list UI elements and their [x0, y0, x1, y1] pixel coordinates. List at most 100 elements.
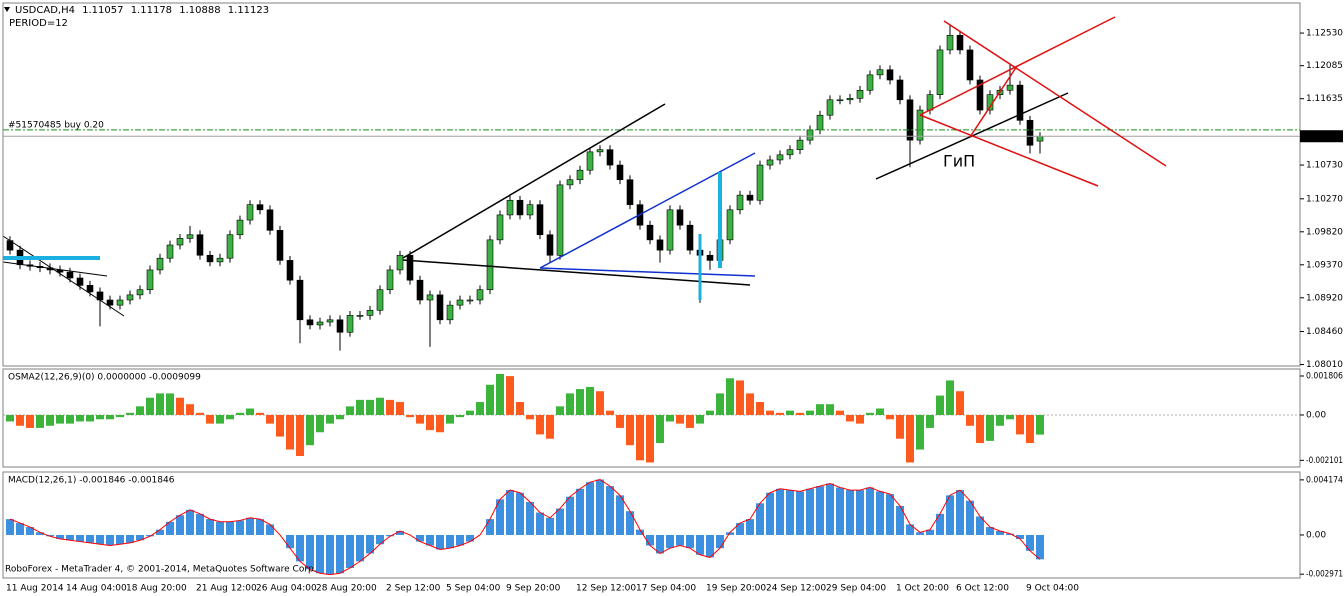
- osma-bar: [76, 414, 84, 422]
- candle-body: [846, 98, 854, 101]
- candle-body: [926, 94, 934, 111]
- candle-body: [766, 159, 774, 166]
- panel: [3, 373, 1300, 463]
- candle-body: [676, 209, 684, 226]
- trendline: [2, 235, 125, 317]
- osma-bar: [56, 414, 64, 424]
- osma-bar: [126, 412, 134, 415]
- candle-body: [556, 184, 564, 256]
- macd-bar: [966, 500, 974, 535]
- osma-bar: [666, 414, 674, 422]
- macd-bar: [676, 534, 684, 546]
- trendline: [402, 103, 666, 259]
- macd-bar: [496, 499, 504, 535]
- macd-bar: [386, 534, 394, 537]
- osma-bar: [156, 393, 164, 415]
- osma-bar: [146, 397, 154, 415]
- footer: RoboForex - MetaTrader 4, © 2001-2014, M…: [5, 565, 317, 575]
- macd-bar: [36, 532, 44, 535]
- osma-bar: [936, 395, 944, 415]
- candle-body: [376, 289, 384, 311]
- menu-arrow[interactable]: [4, 7, 10, 12]
- macd-bar: [196, 513, 204, 535]
- osma-bar: [186, 404, 194, 415]
- candle-body: [486, 239, 494, 291]
- macd-bar: [46, 534, 54, 537]
- osma-bar: [1036, 414, 1044, 435]
- y-tick-label: -0.002101: [1306, 456, 1343, 466]
- macd-bar: [836, 487, 844, 535]
- osma-bar: [436, 414, 444, 433]
- candle-body: [66, 271, 74, 279]
- osma-bar: [836, 410, 844, 415]
- trendline: [539, 267, 756, 277]
- macd-bar: [6, 519, 14, 535]
- candle-body: [806, 129, 814, 141]
- osma-bar: [16, 414, 24, 426]
- osma-bar: [866, 412, 874, 415]
- osma-bar: [466, 410, 474, 415]
- macd-bar: [986, 527, 994, 535]
- candle-body: [626, 179, 634, 205]
- candle-body: [426, 294, 434, 301]
- macd-bar: [916, 532, 924, 535]
- candle-body: [196, 234, 204, 256]
- macd-bar: [936, 513, 944, 535]
- macd-bar: [346, 534, 354, 568]
- candle-body: [266, 209, 274, 231]
- macd-bar: [556, 508, 564, 535]
- macd-bar: [776, 488, 784, 535]
- osma-bar: [516, 402, 524, 415]
- candle-body: [276, 230, 284, 261]
- candle-body: [646, 224, 654, 241]
- x-tick-label: 2 Sep 12:00: [386, 584, 441, 594]
- osma-bar: [236, 412, 244, 415]
- candle-body: [416, 279, 424, 301]
- x-tick-label: 6 Oct 12:00: [956, 584, 1009, 594]
- osma-bar: [846, 414, 854, 422]
- candle-body: [76, 277, 84, 286]
- y-tick-label: 0.004174: [1306, 475, 1343, 485]
- candle-body: [206, 254, 214, 263]
- candle-body: [256, 204, 264, 211]
- candle-body: [396, 254, 404, 271]
- candle-body: [886, 69, 894, 81]
- y-tick-label: -0.002971: [1306, 570, 1343, 580]
- osma-bar: [296, 414, 304, 456]
- osma-bar: [596, 391, 604, 415]
- candle-body: [166, 244, 174, 259]
- macd-bar: [486, 519, 494, 535]
- osma-bar: [526, 414, 534, 420]
- candle-body: [866, 74, 874, 91]
- osma-bar: [956, 391, 964, 415]
- chart-header: USDCAD,H4 1.11057 1.11178 1.10888 1.1112…: [15, 5, 269, 16]
- macd-bar: [886, 494, 894, 535]
- macd-bar: [136, 534, 144, 541]
- osma-bar: [886, 414, 894, 420]
- macd-bar: [906, 524, 914, 535]
- trendline: [919, 16, 1116, 116]
- macd-bar: [96, 534, 104, 545]
- osma-bar: [826, 404, 834, 415]
- candle-body: [896, 79, 904, 101]
- osma-bar: [746, 393, 754, 415]
- osma-bar: [786, 410, 794, 415]
- candle-body: [476, 289, 484, 301]
- candle-body: [666, 209, 674, 251]
- x-tick-label: 28 Aug 20:00: [316, 584, 377, 594]
- candle-body: [346, 315, 354, 333]
- macd-bar: [946, 495, 954, 535]
- trendline: [919, 114, 1099, 187]
- macd-bar: [416, 534, 424, 542]
- macd-bar: [956, 490, 964, 535]
- osma-bar: [816, 404, 824, 415]
- osma-bar: [306, 414, 314, 446]
- osma-bar: [556, 406, 564, 415]
- candle-body: [566, 179, 574, 186]
- macd-bar: [446, 534, 454, 549]
- osma-bar: [796, 412, 804, 415]
- candle-body: [306, 319, 314, 326]
- last-close: 1.11123: [228, 5, 269, 16]
